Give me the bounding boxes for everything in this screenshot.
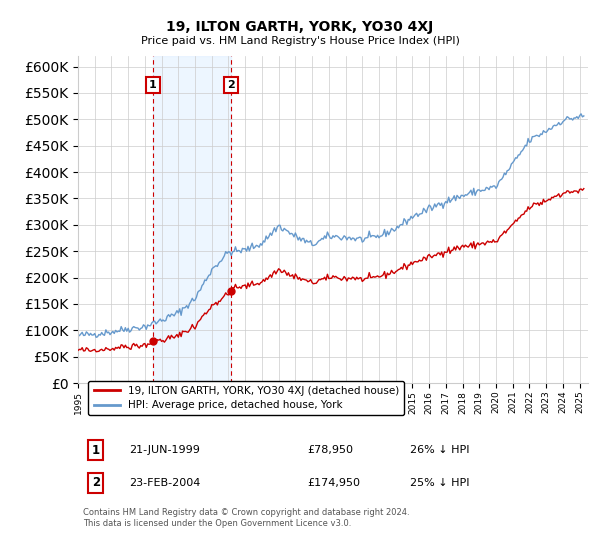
Text: 2: 2 [92,477,100,489]
Text: 1: 1 [92,444,100,457]
Bar [153,56,231,383]
Text: 19, ILTON GARTH, YORK, YO30 4XJ: 19, ILTON GARTH, YORK, YO30 4XJ [166,20,434,34]
Text: 1: 1 [149,80,157,90]
Text: £78,950: £78,950 [308,445,353,455]
Text: £174,950: £174,950 [308,478,361,488]
Text: Contains HM Land Registry data © Crown copyright and database right 2024.
This d: Contains HM Land Registry data © Crown c… [83,508,410,528]
Text: 23-FEB-2004: 23-FEB-2004 [129,478,200,488]
Text: 25% ↓ HPI: 25% ↓ HPI [409,478,469,488]
Text: Price paid vs. HM Land Registry's House Price Index (HPI): Price paid vs. HM Land Registry's House … [140,36,460,46]
Legend: 19, ILTON GARTH, YORK, YO30 4XJ (detached house), HPI: Average price, detached h: 19, ILTON GARTH, YORK, YO30 4XJ (detache… [88,381,404,416]
Text: 26% ↓ HPI: 26% ↓ HPI [409,445,469,455]
Text: 21-JUN-1999: 21-JUN-1999 [129,445,200,455]
Text: 2: 2 [227,80,235,90]
